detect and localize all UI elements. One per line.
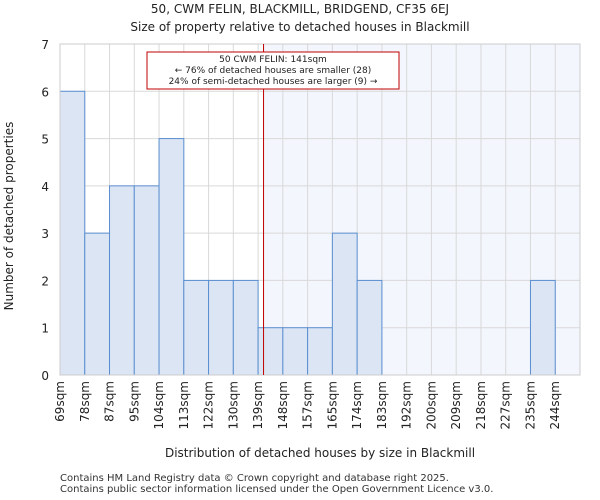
annotation-line-1: 50 CWM FELIN: 141sqm [219, 55, 327, 65]
x-tick-label: 183sqm [375, 381, 389, 429]
x-tick-label: 87sqm [103, 381, 117, 422]
bar-165sqm [331, 232, 358, 376]
plot-frame [59, 43, 581, 376]
chart: 50, CWM FELIN, BLACKMILL, BRIDGEND, CF35… [2, 2, 581, 460]
footer-attribution-1: Contains HM Land Registry data © Crown c… [60, 473, 449, 484]
annotation-border [146, 51, 400, 90]
x-tick-label: 227sqm [499, 381, 513, 429]
footer-attribution-2: Contains public sector information licen… [60, 484, 494, 495]
y-tick-label: 4 [41, 180, 49, 194]
bar-113sqm [183, 279, 210, 376]
bar-148sqm [282, 327, 309, 376]
y-tick-label: 0 [41, 369, 49, 383]
y-axis-label: Number of detached properties [2, 122, 16, 311]
x-tick-label: 122sqm [202, 381, 216, 429]
bar-157sqm [307, 327, 333, 376]
x-tick-label: 235sqm [523, 381, 537, 429]
x-axis-label: Distribution of detached houses by size … [165, 446, 475, 460]
x-tick-label: 244sqm [548, 381, 562, 429]
x-tick-label: 130sqm [226, 381, 240, 429]
bar-78sqm [84, 232, 111, 376]
bar-130sqm [232, 279, 259, 376]
annotation-line-3: 24% of semi-detached houses are larger (… [169, 77, 378, 87]
x-tick-label: 157sqm [301, 381, 315, 429]
x-tick-label: 69sqm [53, 381, 67, 422]
bar-87sqm [109, 185, 135, 376]
bar-122sqm [208, 279, 234, 376]
bar-235sqm [529, 279, 556, 376]
y-tick-label: 5 [41, 133, 49, 147]
x-tick-label: 165sqm [325, 381, 339, 429]
annotation-box: 50 CWM FELIN: 141sqm ← 76% of detached h… [146, 51, 400, 90]
bar-139sqm [257, 327, 284, 376]
bar-95sqm [133, 185, 160, 376]
bar-69sqm [59, 90, 86, 376]
annotation-line-2: ← 76% of detached houses are smaller (28… [175, 66, 372, 76]
y-tick-label: 1 [41, 322, 49, 336]
x-tick-label: 95sqm [127, 381, 141, 422]
larger-region-highlight [263, 44, 580, 375]
bar-104sqm [158, 138, 185, 376]
y-tick-label: 3 [41, 227, 49, 241]
x-tick-labels: 69sqm 78sqm 87sqm 95sqm 104sqm 113sqm 122sqm 13… [53, 381, 562, 429]
bar-174sqm [356, 279, 383, 376]
x-tick-label: 104sqm [152, 381, 166, 429]
x-tick-label: 139sqm [251, 381, 265, 429]
bars [59, 90, 556, 376]
x-tick-label: 78sqm [78, 381, 92, 422]
y-tick-labels: 0 1 2 3 4 5 6 7 [41, 38, 49, 383]
y-tick-label: 6 [41, 85, 49, 99]
x-tick-label: 113sqm [177, 381, 191, 429]
y-tick-label: 7 [41, 38, 49, 52]
x-tick-label: 148sqm [276, 381, 290, 429]
x-tick-label: 192sqm [400, 381, 414, 429]
x-tick-label: 209sqm [449, 381, 463, 429]
x-tick-label: 200sqm [424, 381, 438, 429]
chart-subtitle: Size of property relative to detached ho… [130, 20, 469, 34]
y-tick-label: 2 [41, 274, 49, 288]
x-tick-label: 218sqm [474, 381, 488, 429]
x-tick-label: 174sqm [350, 381, 364, 429]
chart-title: 50, CWM FELIN, BLACKMILL, BRIDGEND, CF35… [151, 2, 449, 16]
